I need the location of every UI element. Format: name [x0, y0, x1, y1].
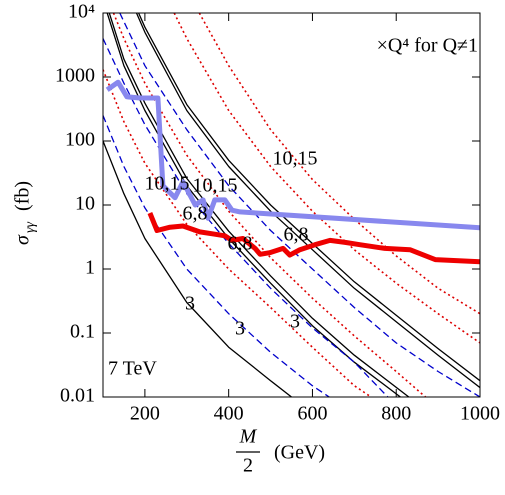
y-tick-label: 10⁴	[68, 1, 95, 23]
curve	[103, 69, 372, 397]
curve	[103, 38, 389, 397]
x-label-numerator: M	[239, 426, 258, 448]
annotation: 6,8	[228, 233, 253, 255]
y-label-unit: (fb)	[12, 181, 34, 211]
curve	[198, 13, 480, 315]
annotation: ×Q⁴ for Q≠1	[377, 35, 478, 57]
y-label: σ γγ (fb)	[12, 181, 39, 245]
y-tick-label: 0.01	[60, 385, 95, 407]
x-tick-label: 200	[130, 403, 160, 425]
curve	[147, 212, 480, 265]
y-tick-label: 1000	[55, 65, 95, 87]
y-tick-label: 10	[75, 193, 95, 215]
annotation: 3	[290, 311, 300, 333]
plot-area	[103, 13, 480, 397]
plot-frame	[102, 12, 481, 398]
curve	[135, 13, 480, 389]
y-label-subscript: γγ	[23, 221, 38, 233]
annotation: 6,8	[284, 224, 309, 246]
x-label-denominator: 2	[243, 455, 253, 477]
x-tick-label: 1000	[460, 403, 500, 425]
annotation: 3	[235, 318, 245, 340]
curve	[103, 140, 292, 397]
annotation: 10,15	[193, 175, 238, 197]
annotation: 3	[185, 293, 195, 315]
y-label-symbol: σ	[12, 234, 34, 245]
curve	[173, 13, 480, 344]
annotation: 7 TeV	[108, 358, 157, 380]
annotation: 10,15	[273, 148, 318, 170]
annotation: 10,15	[145, 173, 190, 195]
curve	[138, 13, 480, 382]
curve	[106, 13, 401, 397]
x-tick-label: 800	[381, 403, 411, 425]
y-tick-label: 0.1	[70, 321, 95, 343]
y-tick-label: 1	[85, 257, 95, 279]
x-label-unit: (GeV)	[274, 442, 325, 464]
annotation: 6,8	[183, 203, 208, 225]
curve	[112, 13, 427, 397]
y-tick-label: 100	[65, 129, 95, 151]
x-tick-label: 400	[214, 403, 244, 425]
curve	[108, 13, 410, 397]
curve	[105, 79, 480, 231]
x-tick-label: 600	[297, 403, 327, 425]
